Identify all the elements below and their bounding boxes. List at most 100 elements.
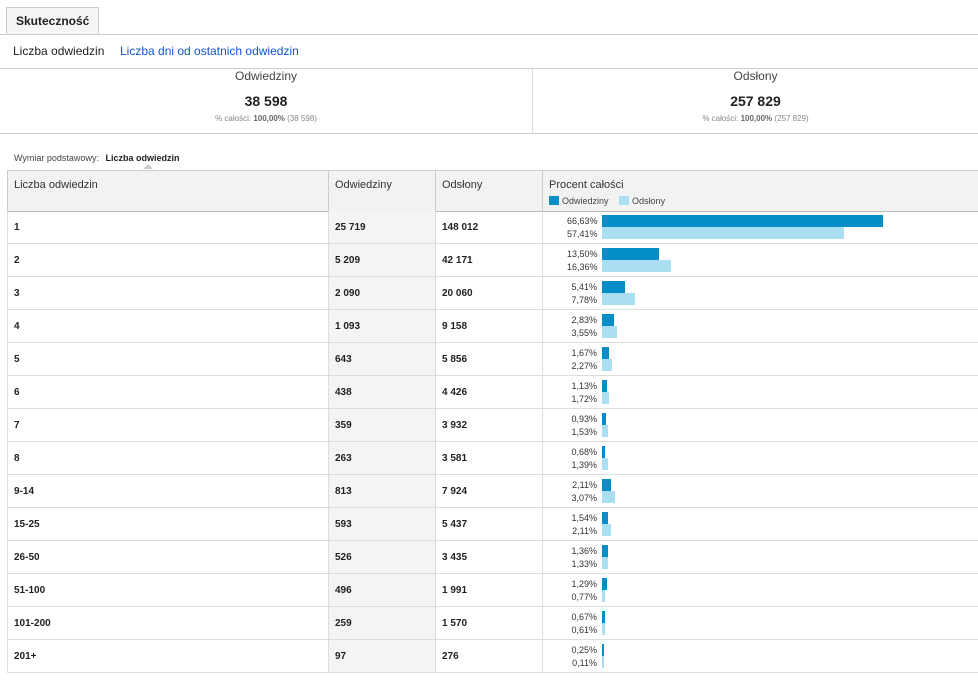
table-row: 51-100 496 1 991 1,29% 0,77% — [7, 574, 978, 607]
cell-percent: 66,63% 57,41% — [543, 211, 978, 243]
subnav-item-days-since-last-visit[interactable]: Liczba dni od ostatnich odwiedzin — [120, 44, 299, 58]
summary-subtext: % całości: 100,00% (38 598) — [0, 114, 532, 123]
cell-visits: 5 209 — [329, 244, 436, 276]
percent-pageviews: 7,78% — [571, 295, 597, 305]
cell-visits: 593 — [329, 508, 436, 540]
percent-pageviews: 1,33% — [571, 559, 597, 569]
summary-value: 257 829 — [730, 93, 781, 109]
cell-percent: 0,67% 0,61% — [543, 607, 978, 639]
legend-swatch-pageviews — [619, 196, 630, 205]
cell-visit-count: 9-14 — [7, 475, 329, 507]
cell-visits: 259 — [329, 607, 436, 639]
tab-skutecznosc[interactable]: Skuteczność — [6, 7, 100, 34]
percent-visits: 66,63% — [567, 216, 598, 226]
percent-visits: 13,50% — [567, 249, 598, 259]
summary-card-visits: Odwiedziny 38 598 % całości: 100,00% (38… — [0, 69, 533, 133]
cell-visit-count: 4 — [7, 310, 329, 342]
percent-visits: 0,67% — [571, 612, 597, 622]
data-table: Liczba odwiedzin Odwiedziny Odsłony Proc… — [7, 170, 978, 675]
primary-dimension-selected[interactable]: Liczba odwiedzin — [105, 153, 180, 163]
bar-pageviews — [602, 656, 604, 668]
percent-pageviews: 57,41% — [567, 229, 598, 239]
cell-percent: 0,93% 1,53% — [543, 409, 978, 441]
bar-pageviews — [602, 524, 611, 536]
column-header-percent[interactable]: Procent całości Odwiedziny Odsłony — [543, 171, 978, 211]
table-row: 1 25 719 148 012 66,63% 57,41% — [7, 211, 978, 244]
cell-visit-count: 51-100 — [7, 574, 329, 606]
bar-pageviews — [602, 590, 606, 602]
percent-visits: 2,11% — [572, 480, 597, 490]
summary-subtext-prefix: % całości: — [702, 114, 739, 123]
cell-percent: 2,83% 3,55% — [543, 310, 978, 342]
table-row: 101-200 259 1 570 0,67% 0,61% — [7, 607, 978, 640]
legend-label-pageviews: Odsłony — [632, 196, 666, 206]
cell-pageviews: 20 060 — [436, 277, 543, 309]
table-row: 15-25 593 5 437 1,54% 2,11% — [7, 508, 978, 541]
primary-dimension-label: Wymiar podstawowy: — [14, 153, 99, 163]
percent-visits: 1,54% — [571, 513, 597, 523]
table-row: 9-14 813 7 924 2,11% 3,07% — [7, 475, 978, 508]
cell-pageviews: 276 — [436, 640, 543, 672]
bar-pageviews — [602, 260, 672, 272]
percent-visits: 5,41% — [571, 282, 597, 292]
column-header-visits[interactable]: Odwiedziny — [329, 171, 436, 211]
percent-pageviews: 16,36% — [567, 262, 598, 272]
table-row: 8 263 3 581 0,68% 1,39% — [7, 442, 978, 475]
cell-visit-count: 26-50 — [7, 541, 329, 573]
summary-panel: Odwiedziny 38 598 % całości: 100,00% (38… — [0, 69, 978, 134]
summary-subtext: % całości: 100,00% (257 829) — [533, 114, 978, 123]
bar-visits — [602, 545, 608, 557]
summary-card-pageviews: Odsłony 257 829 % całości: 100,00% (257 … — [533, 69, 978, 133]
tab-bar: Skuteczność — [0, 0, 978, 35]
bar-visits — [602, 380, 607, 392]
cell-percent: 13,50% 16,36% — [543, 244, 978, 276]
cell-visits: 496 — [329, 574, 436, 606]
percent-visits: 0,93% — [571, 414, 597, 424]
cell-visit-count: 7 — [7, 409, 329, 441]
bar-pageviews — [602, 227, 845, 239]
cell-visits: 25 719 — [329, 211, 436, 243]
bar-pageviews — [602, 557, 608, 569]
cell-visits: 438 — [329, 376, 436, 408]
cell-percent: 1,67% 2,27% — [543, 343, 978, 375]
summary-subtext-prefix: % całości: — [215, 114, 252, 123]
bar-pageviews — [602, 623, 605, 635]
percent-pageviews: 0,11% — [572, 658, 597, 668]
sub-navigation: Liczba odwiedzin Liczba dni od ostatnich… — [0, 35, 978, 69]
bar-visits — [602, 413, 606, 425]
cell-pageviews: 3 932 — [436, 409, 543, 441]
bar-pageviews — [602, 326, 617, 338]
cell-pageviews: 148 012 — [436, 211, 543, 243]
percent-visits: 1,29% — [571, 579, 597, 589]
chart-legend: Odwiedziny Odsłony — [549, 196, 972, 206]
column-header-pageviews[interactable]: Odsłony — [436, 171, 543, 211]
summary-label: Odsłony — [733, 69, 778, 83]
cell-visits: 359 — [329, 409, 436, 441]
bar-visits — [602, 512, 609, 524]
table-row: 6 438 4 426 1,13% 1,72% — [7, 376, 978, 409]
bar-visits — [602, 611, 605, 623]
bar-visits — [602, 314, 614, 326]
table-header: Liczba odwiedzin Odwiedziny Odsłony Proc… — [7, 170, 978, 212]
cell-pageviews: 1 991 — [436, 574, 543, 606]
bar-visits — [602, 479, 611, 491]
cell-pageviews: 5 437 — [436, 508, 543, 540]
cell-visits: 643 — [329, 343, 436, 375]
percent-pageviews: 2,27% — [571, 361, 597, 371]
cell-visits: 1 093 — [329, 310, 436, 342]
cell-visits: 263 — [329, 442, 436, 474]
legend-swatch-visits — [549, 196, 559, 205]
bar-pageviews — [602, 425, 609, 437]
column-header-visit-count[interactable]: Liczba odwiedzin — [7, 171, 329, 211]
percent-visits: 1,13% — [571, 381, 597, 391]
bar-pageviews — [602, 458, 608, 470]
bar-visits — [602, 248, 659, 260]
bar-visits — [602, 644, 604, 656]
cell-visit-count: 1 — [7, 211, 329, 243]
cell-visit-count: 3 — [7, 277, 329, 309]
cell-percent: 0,68% 1,39% — [543, 442, 978, 474]
subnav-item-visit-count[interactable]: Liczba odwiedzin — [13, 44, 105, 58]
percent-visits: 1,67% — [571, 348, 597, 358]
